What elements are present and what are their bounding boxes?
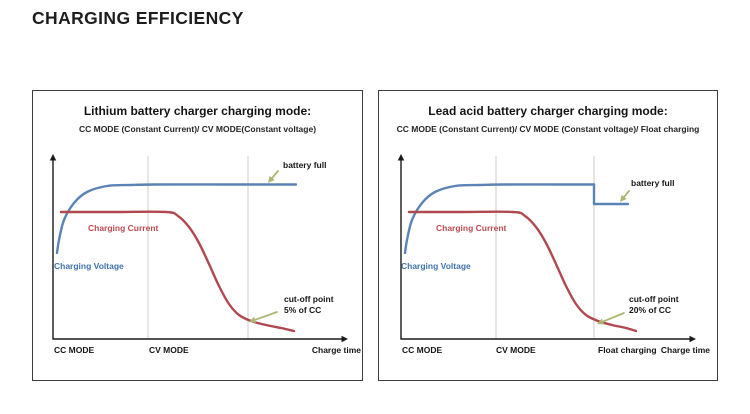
x-label-cc-mode: CC MODE (402, 345, 442, 355)
x-axis-label-charge-time: Charge time (661, 345, 710, 355)
chart-title: Lead acid battery charger charging mode: (428, 104, 668, 118)
plot-layer (49, 154, 348, 343)
chart-subtitle: CC MODE (Constant Current)/ CV MODE (Con… (396, 124, 700, 134)
battery-full-label: battery full (631, 178, 674, 188)
x-label-float-charging: Float charging (598, 345, 657, 355)
x-label-cv-mode: CV MODE (149, 345, 189, 355)
x-label-cc-mode: CC MODE (54, 345, 94, 355)
page-title: CHARGING EFFICIENCY (32, 8, 244, 28)
x-label-cv-mode: CV MODE (496, 345, 536, 355)
charging-current-label: Charging Current (88, 223, 159, 233)
cutoff-value-label: 20% of CC (629, 305, 671, 315)
plot-layer (397, 154, 696, 343)
charging-voltage-label: Charging Voltage (401, 261, 471, 271)
battery-full-label: battery full (283, 160, 326, 170)
cutoff-point-label: cut-off point (284, 294, 334, 304)
chart-panel-lead-acid: Lead acid battery charger charging mode:… (378, 90, 718, 381)
x-axis-label-charge-time: Charge time (312, 345, 361, 355)
chart-svg-lithium: Charging Voltage Charging Current batter… (49, 154, 361, 355)
chart-panel-lithium: Lithium battery charger charging mode: C… (32, 90, 363, 381)
chart-title: Lithium battery charger charging mode: (83, 104, 312, 118)
charging-voltage-label: Charging Voltage (54, 261, 124, 271)
cutoff-value-label: 5% of CC (284, 305, 321, 315)
cutoff-point-label: cut-off point (629, 294, 679, 304)
charging-current-label: Charging Current (436, 223, 507, 233)
chart-subtitle: CC MODE (Constant Current)/ CV MODE(Cons… (78, 124, 317, 134)
chart-svg-lead-acid: Charging Voltage Charging Current batter… (397, 154, 710, 355)
